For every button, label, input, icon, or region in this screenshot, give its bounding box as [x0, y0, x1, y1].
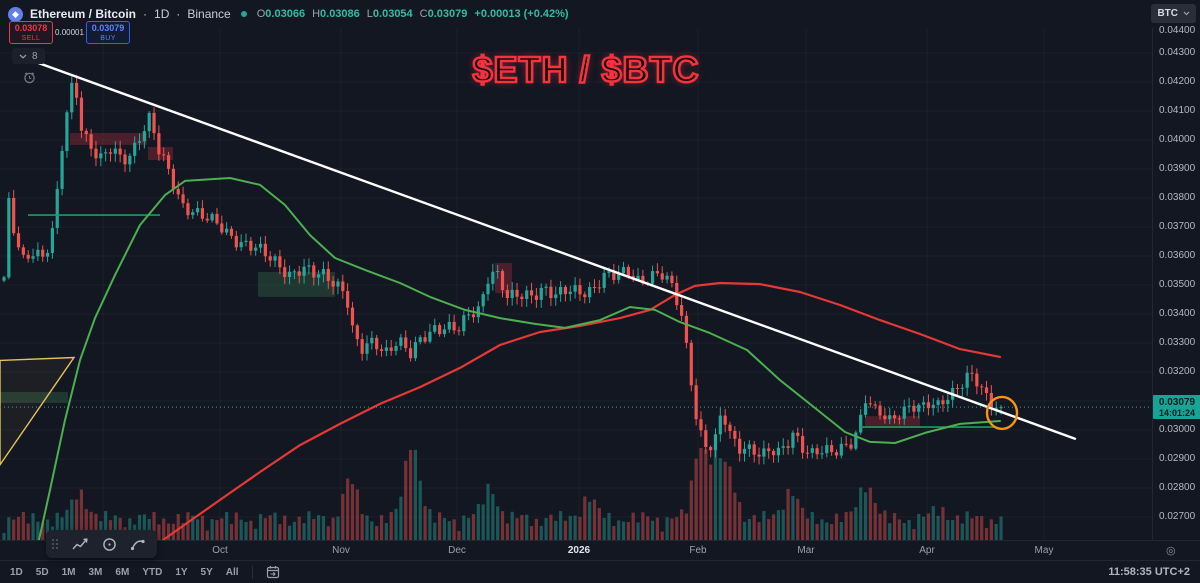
price-axis-label: 0.03800: [1159, 192, 1196, 203]
range-button-all[interactable]: All: [225, 566, 239, 578]
time-axis-label: Mar: [797, 545, 815, 556]
live-status-dot: [240, 11, 247, 17]
last-price-value: 0.03079: [1158, 397, 1196, 409]
time-axis-label: Dec: [448, 545, 466, 556]
high-value: 0.03086: [320, 8, 360, 20]
timeframe-label[interactable]: 1D: [154, 7, 170, 21]
separator-dot: ·: [176, 7, 181, 21]
time-axis[interactable]: ◎ Oct Nov Dec 2026 Feb Mar Apr May: [0, 540, 1200, 560]
price-axis-label: 0.03300: [1159, 337, 1196, 348]
price-axis-label: 0.03600: [1159, 250, 1196, 261]
quote-currency-value: BTC: [1157, 8, 1178, 19]
close-label: C: [419, 8, 428, 20]
calendar-icon: [266, 566, 279, 579]
alarm-clock-icon[interactable]: [23, 71, 36, 89]
curve-tool-icon[interactable]: [130, 537, 146, 551]
spread-value: 0.00001: [55, 28, 84, 37]
highlight-circle: [985, 395, 1019, 431]
price-axis-label: 0.03200: [1159, 366, 1196, 377]
time-axis-label: Feb: [689, 545, 707, 556]
volume-bars: [2, 448, 1003, 540]
low-label: L: [366, 8, 373, 20]
price-axis-label: 0.03400: [1159, 308, 1196, 319]
watermark-text: $ETH / $BTC: [471, 48, 700, 92]
drawing-toolbar: [46, 530, 157, 558]
toolbar-divider: [251, 565, 253, 579]
range-button-3m[interactable]: 3M: [88, 566, 103, 578]
time-axis-label: Apr: [919, 545, 935, 556]
price-axis-label: 0.03900: [1159, 163, 1196, 174]
range-button-1m[interactable]: 1M: [61, 566, 76, 578]
change-value: +0.00013 (+0.42%): [474, 8, 569, 20]
price-axis[interactable]: 0.03079 14:01:24 0.04400 0.04300 0.04200 0.…: [1152, 25, 1200, 540]
gridlines: [0, 28, 1152, 540]
range-button-1y[interactable]: 1Y: [175, 566, 188, 578]
chevron-down-icon: [1183, 11, 1190, 16]
sell-label: SELL: [21, 34, 41, 42]
clock-display[interactable]: 11:58:35 UTC+2: [1108, 566, 1190, 578]
price-axis-label: 0.03500: [1159, 279, 1196, 290]
chevron-down-icon: [19, 54, 27, 59]
symbol-title[interactable]: Ethereum / Bitcoin: [30, 7, 137, 21]
separator-dot: ·: [143, 7, 148, 21]
trade-panel: 0.03078 SELL 0.00001 0.03079 BUY: [9, 21, 130, 44]
price-axis-label: 0.04300: [1159, 47, 1196, 58]
range-button-ytd[interactable]: YTD: [142, 566, 163, 578]
scroll-target-icon[interactable]: ◎: [1166, 545, 1176, 557]
low-value: 0.03054: [372, 8, 413, 20]
buy-label: BUY: [100, 34, 116, 42]
price-axis-label: 0.02800: [1159, 482, 1196, 493]
sell-price: 0.03078: [14, 22, 48, 33]
price-axis-label: 0.04100: [1159, 105, 1196, 116]
candles: [2, 74, 1003, 465]
range-button-5d[interactable]: 5D: [35, 566, 49, 578]
price-axis-label: 0.04400: [1159, 25, 1196, 36]
time-axis-label: 2026: [567, 545, 591, 556]
bottom-toolbar: 1D 5D 1M 3M 6M YTD 1Y 5Y All 11:58:35 UTC+2: [0, 560, 1200, 583]
indicators-collapse-button[interactable]: 8: [12, 48, 45, 64]
ohlc-readout: O0.03066 H0.03086 L0.03054 C0.03079: [257, 8, 468, 20]
time-axis-label: Nov: [332, 545, 350, 556]
range-button-6m[interactable]: 6M: [115, 566, 130, 578]
range-button-1d[interactable]: 1D: [10, 566, 23, 578]
go-to-date-button[interactable]: [266, 565, 280, 579]
price-axis-label: 0.04000: [1159, 134, 1196, 145]
trendline: [33, 60, 1077, 440]
circle-tool-icon[interactable]: [102, 537, 117, 552]
triangle-drawing: [0, 356, 76, 467]
trend-line-tool-icon[interactable]: [72, 537, 89, 551]
drag-handle[interactable]: [52, 539, 58, 549]
bar-countdown: 14:01:24: [1158, 408, 1196, 419]
price-axis-label: 0.02900: [1159, 453, 1196, 464]
exchange-label[interactable]: Binance: [187, 7, 231, 21]
ma-fast-line: [37, 177, 1001, 541]
range-buttons: 1D 5D 1M 3M 6M YTD 1Y 5Y All: [10, 567, 239, 578]
price-axis-label: 0.03700: [1159, 221, 1196, 232]
ethereum-logo-icon: ◆: [8, 6, 23, 22]
close-value: 0.03079: [427, 8, 468, 20]
ma-slow-line: [159, 281, 1002, 541]
time-axis-label: Oct: [212, 545, 228, 556]
indicators-count: 8: [32, 50, 38, 62]
top-toolbar: ◆ Ethereum / Bitcoin · 1D · Binance O0.0…: [0, 0, 1200, 28]
open-label: O: [256, 8, 266, 20]
quote-currency-select[interactable]: BTC: [1151, 4, 1196, 23]
high-label: H: [312, 8, 321, 20]
price-axis-label: 0.04200: [1159, 76, 1196, 87]
price-axis-label: 0.03000: [1159, 424, 1196, 435]
buy-price: 0.03079: [91, 22, 125, 33]
price-axis-label: 0.02700: [1159, 511, 1196, 522]
buy-button[interactable]: 0.03079 BUY: [86, 21, 130, 44]
last-price-badge: 0.03079 14:01:24: [1153, 395, 1200, 420]
open-value: 0.03066: [265, 8, 306, 20]
sell-button[interactable]: 0.03078 SELL: [9, 21, 53, 44]
time-axis-label: May: [1034, 545, 1054, 556]
range-button-5y[interactable]: 5Y: [200, 566, 213, 578]
